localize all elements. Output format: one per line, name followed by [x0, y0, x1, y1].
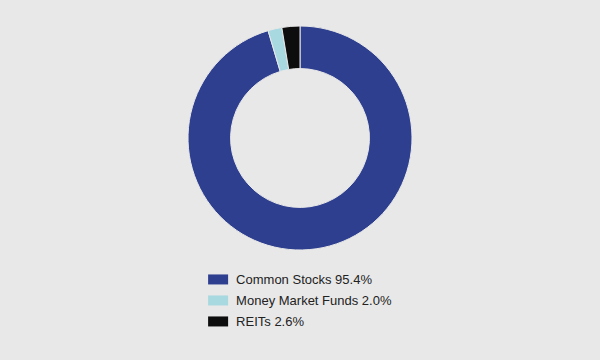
- legend-label: Money Market Funds 2.0%: [236, 293, 392, 308]
- legend-item: Money Market Funds 2.0%: [208, 293, 392, 308]
- background: [0, 0, 600, 360]
- slices: [188, 26, 412, 250]
- slice: [188, 26, 412, 250]
- legend-item: REITs 2.6%: [208, 314, 304, 329]
- legend-label: REITs 2.6%: [236, 314, 304, 329]
- chart-root: Common Stocks 95.4% Money Market Funds 2.…: [0, 0, 600, 360]
- legend-item: Common Stocks 95.4%: [208, 272, 372, 287]
- slice: [282, 26, 300, 69]
- legend-swatch: [208, 295, 228, 305]
- legend-swatch: [208, 316, 228, 326]
- legend-label: Common Stocks 95.4%: [236, 272, 372, 287]
- legend-swatch: [208, 274, 228, 284]
- legend: Common Stocks 95.4% Money Market Funds 2.…: [208, 272, 392, 329]
